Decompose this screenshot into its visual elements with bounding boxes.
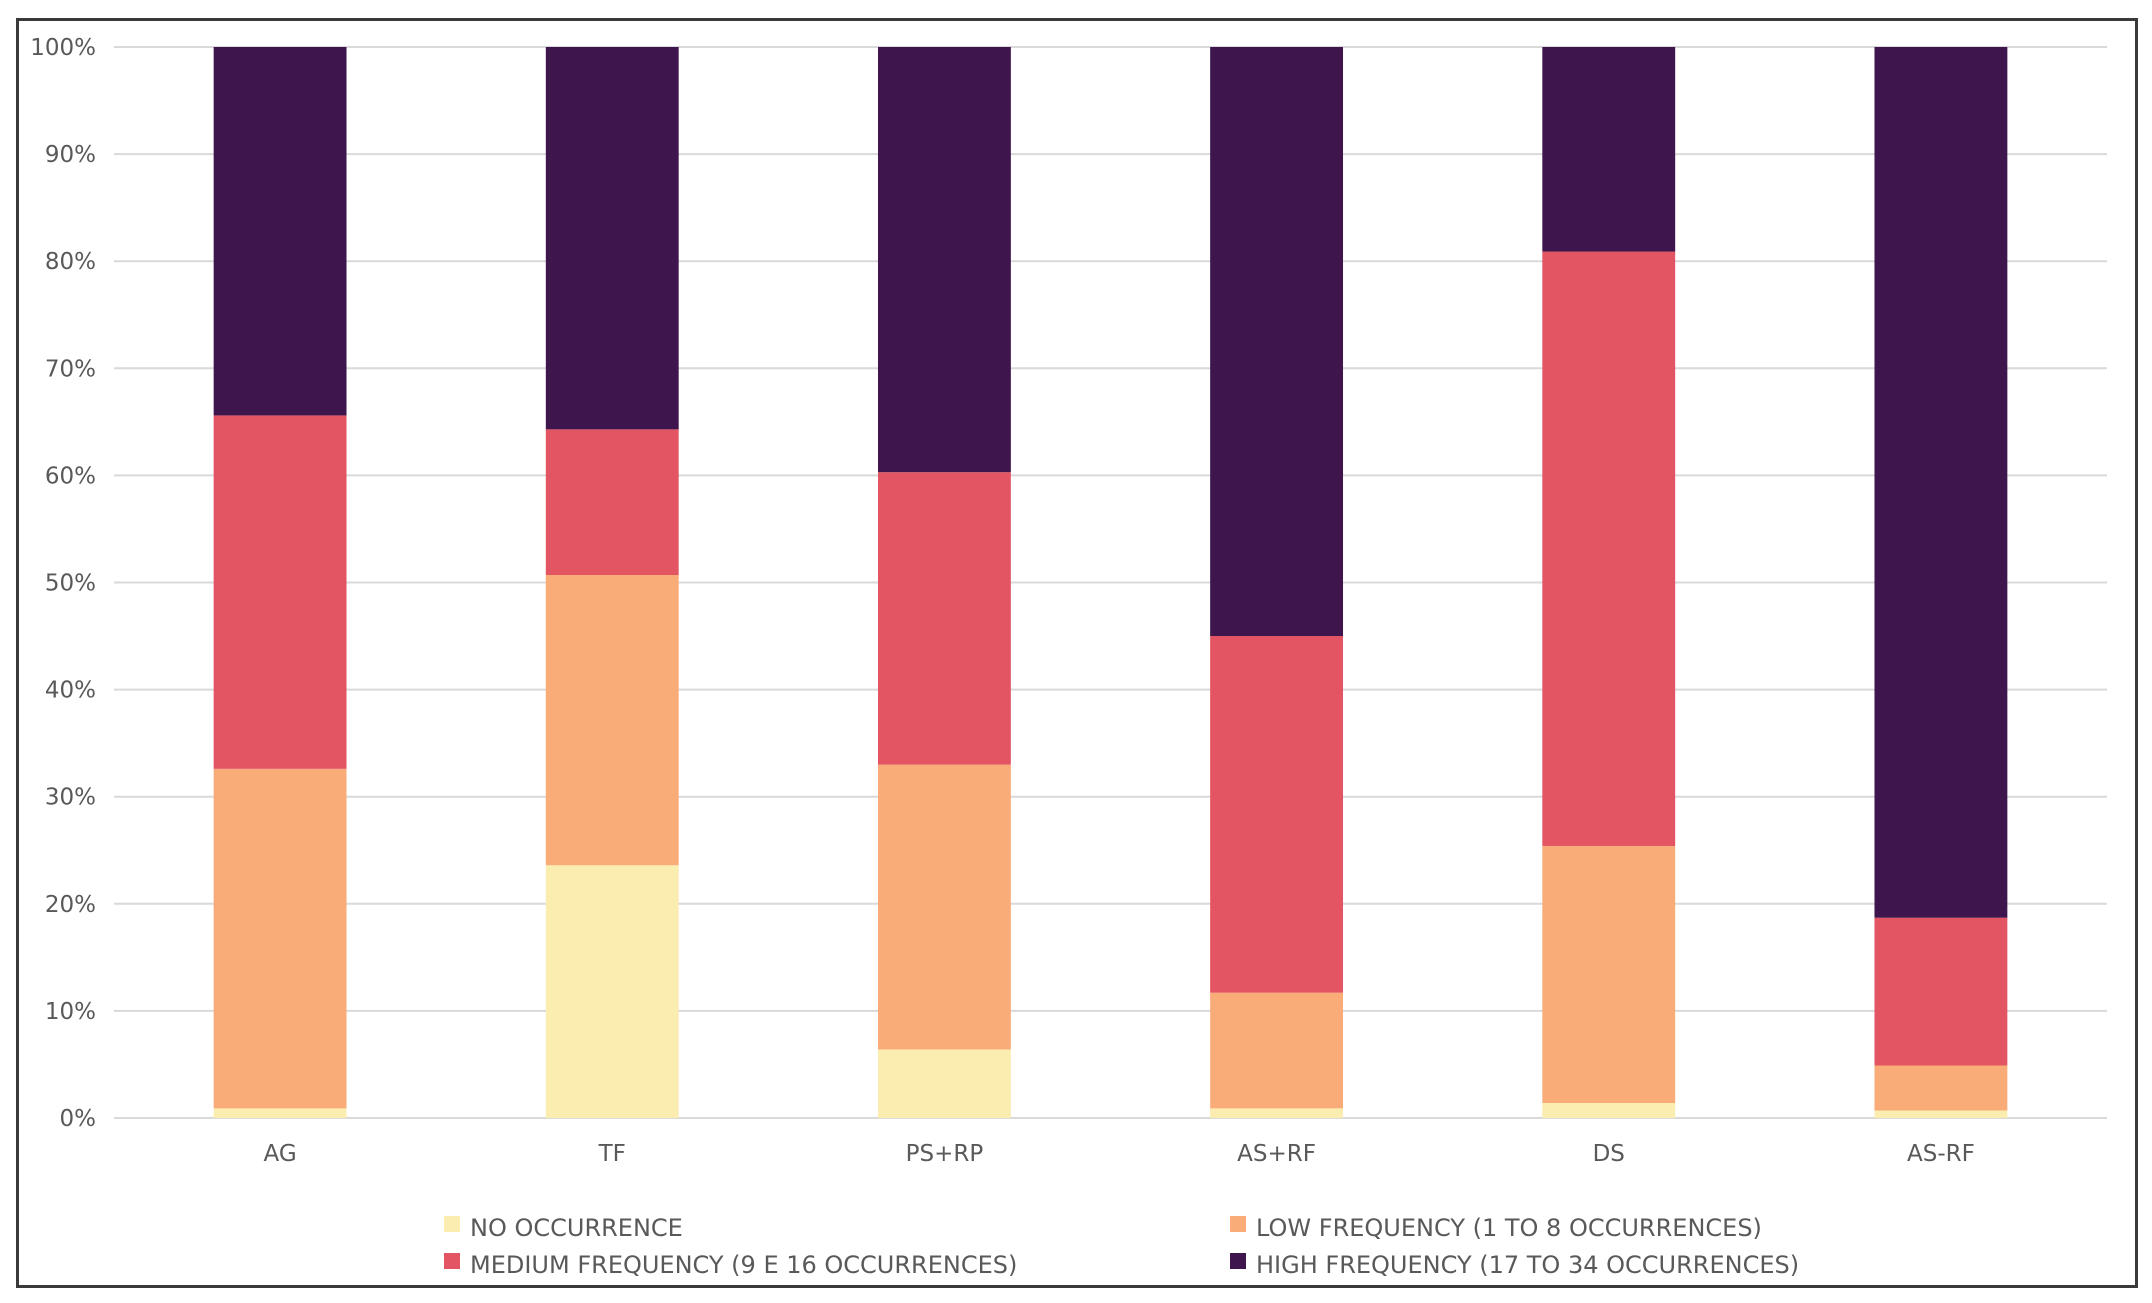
bar-segment-ds-high-frequency[interactable] (1542, 47, 1676, 252)
bar-segment-as-rf-medium-frequency[interactable] (1874, 917, 2008, 1066)
y-tick-label: 40% (45, 678, 96, 704)
legend-item-high-frequency[interactable]: HIGH FREQUENCY (17 TO 34 OCCURRENCES) (1230, 1251, 1799, 1279)
bar-segment-ps-rp-medium-frequency[interactable] (877, 472, 1011, 765)
bar-segment-tf-medium-frequency[interactable] (545, 429, 679, 576)
y-tick-label: 10% (45, 999, 96, 1025)
y-tick-label: 70% (45, 356, 96, 382)
gridlines (114, 46, 2107, 1119)
bar-segment-as-rf-low-frequency[interactable] (1210, 992, 1344, 1109)
bar-segment-tf-no-occurrence[interactable] (545, 865, 679, 1118)
bar-group-as-rf (1874, 47, 2008, 1118)
bar-segment-ds-low-frequency[interactable] (1542, 845, 1676, 1104)
bar-group-tf (545, 47, 679, 1118)
bar-segment-as-rf-low-frequency[interactable] (1874, 1065, 2008, 1111)
x-category-label: TF (598, 1141, 626, 1167)
bar-segment-as-rf-high-frequency[interactable] (1210, 47, 1344, 637)
legend-item-low-frequency[interactable]: LOW FREQUENCY (1 TO 8 OCCURRENCES) (1230, 1214, 1762, 1242)
legend-swatch-medium-frequency (444, 1253, 460, 1269)
y-tick-label: 30% (45, 785, 96, 811)
bar-segment-ps-rp-low-frequency[interactable] (877, 764, 1011, 1050)
legend-swatch-high-frequency (1230, 1253, 1246, 1269)
bar-segment-ps-rp-high-frequency[interactable] (877, 47, 1011, 473)
bar-segment-ag-high-frequency[interactable] (213, 47, 347, 416)
legend-swatch-low-frequency (1230, 1216, 1246, 1232)
legend: NO OCCURRENCE LOW FREQUENCY (1 TO 8 OCCU… (444, 1214, 1799, 1279)
y-tick-label: 80% (45, 249, 96, 275)
y-tick-label: 0% (60, 1106, 97, 1132)
bar-group-ag (213, 47, 347, 1118)
bar-group-as-rf (1210, 47, 1344, 1118)
bar-segment-ag-medium-frequency[interactable] (213, 415, 347, 769)
x-axis-categories: AG TF PS+RP AS+RF DS AS-RF (264, 1141, 1975, 1167)
y-tick-label: 100% (30, 35, 96, 61)
legend-label-no-occurrence: NO OCCURRENCE (470, 1214, 683, 1242)
x-category-label: DS (1593, 1141, 1625, 1167)
y-tick-label: 20% (45, 892, 96, 918)
legend-label-medium-frequency: MEDIUM FREQUENCY (9 E 16 OCCURRENCES) (470, 1251, 1017, 1279)
bar-segment-ag-no-occurrence[interactable] (213, 1108, 347, 1118)
bar-group-ds (1542, 47, 1676, 1118)
legend-item-no-occurrence[interactable]: NO OCCURRENCE (444, 1214, 683, 1242)
y-axis-ticks: 0% 10% 20% 30% 40% 50% 60% 70% 80% 90% 100% (30, 35, 96, 1132)
y-tick-label: 60% (45, 463, 96, 489)
y-tick-label: 90% (45, 142, 96, 168)
bar-segment-tf-low-frequency[interactable] (545, 575, 679, 866)
legend-label-high-frequency: HIGH FREQUENCY (17 TO 34 OCCURRENCES) (1256, 1251, 1799, 1279)
bar-segment-ds-medium-frequency[interactable] (1542, 251, 1676, 846)
y-tick-label: 50% (45, 571, 96, 597)
x-category-label: AG (264, 1141, 297, 1167)
legend-swatch-no-occurrence (444, 1216, 460, 1232)
chart-frame (16, 18, 2138, 1288)
legend-label-low-frequency: LOW FREQUENCY (1 TO 8 OCCURRENCES) (1256, 1214, 1762, 1242)
bars (213, 47, 2008, 1118)
x-category-label: AS+RF (1237, 1141, 1316, 1167)
bar-segment-as-rf-medium-frequency[interactable] (1210, 636, 1344, 993)
x-category-label: PS+RP (906, 1141, 984, 1167)
bar-segment-ds-no-occurrence[interactable] (1542, 1103, 1676, 1118)
legend-item-medium-frequency[interactable]: MEDIUM FREQUENCY (9 E 16 OCCURRENCES) (444, 1251, 1017, 1279)
bar-group-ps-rp (877, 47, 1011, 1118)
bar-segment-ps-rp-no-occurrence[interactable] (877, 1049, 1011, 1118)
bar-segment-as-rf-high-frequency[interactable] (1874, 47, 2008, 918)
bar-segment-as-rf-no-occurrence[interactable] (1210, 1108, 1344, 1118)
bar-segment-tf-high-frequency[interactable] (545, 47, 679, 430)
bar-segment-as-rf-no-occurrence[interactable] (1874, 1110, 2008, 1118)
bar-segment-ag-low-frequency[interactable] (213, 768, 347, 1109)
x-category-label: AS-RF (1907, 1141, 1975, 1167)
